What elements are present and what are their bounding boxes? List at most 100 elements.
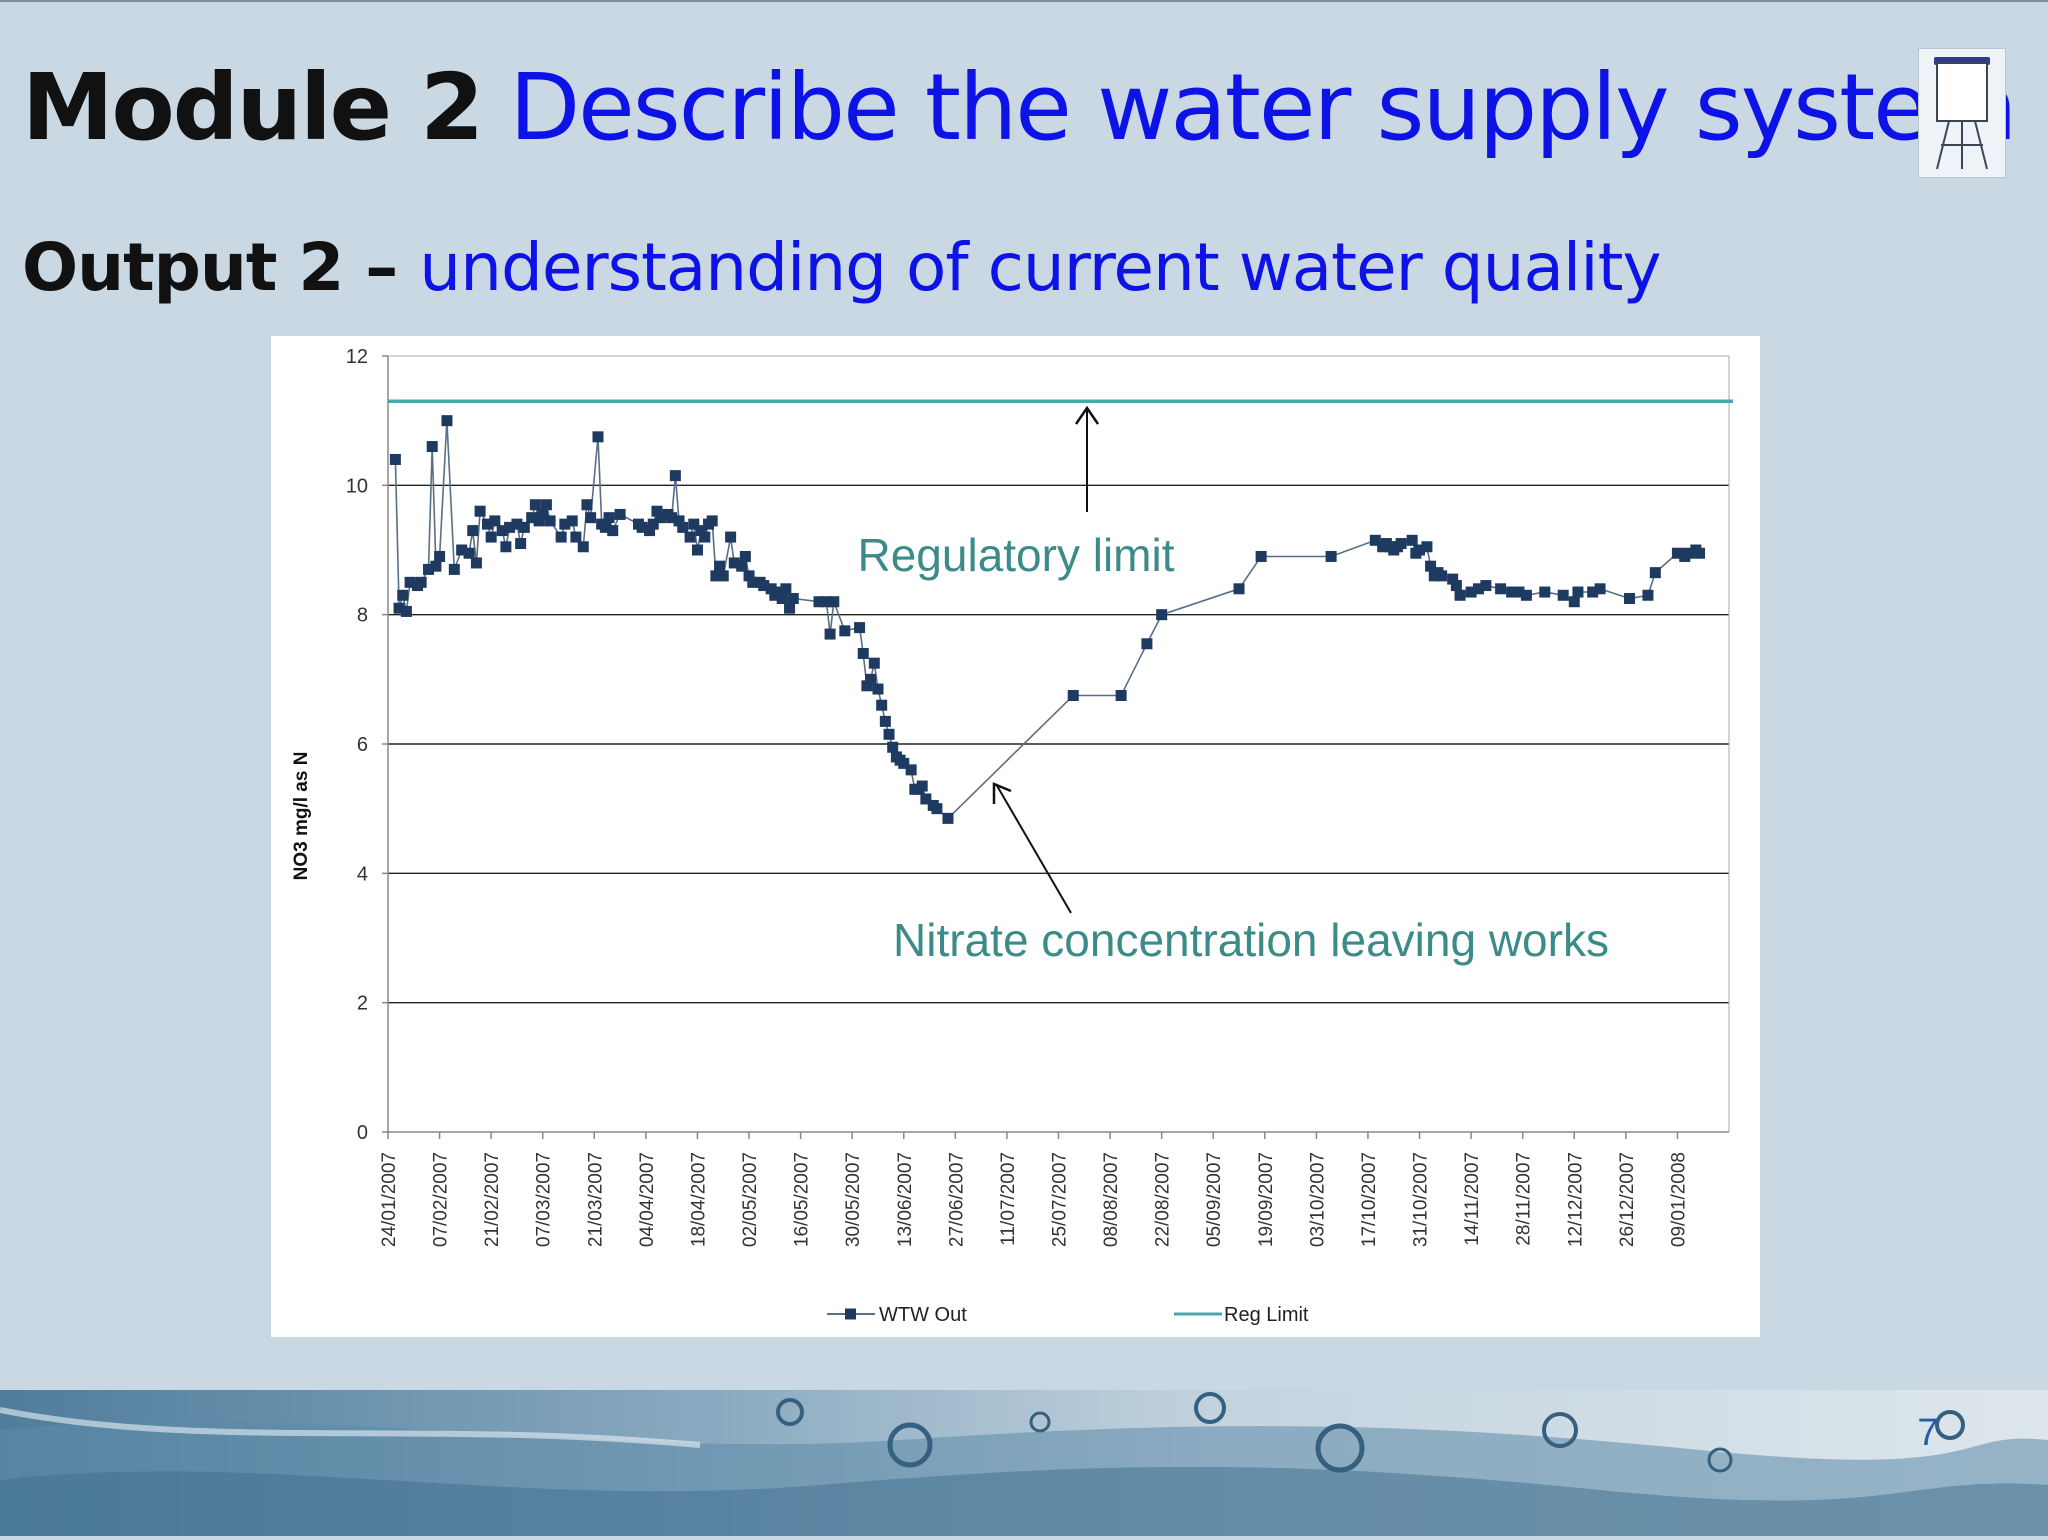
wtw-out-point [456, 544, 468, 556]
y-tick-label: 6 [357, 734, 368, 756]
x-tick-label: 25/07/2007 [1050, 1152, 1071, 1247]
legend-label-reg-limit: Reg Limit [1224, 1304, 1309, 1326]
wtw-out-point [570, 531, 582, 543]
wtw-out-point [481, 518, 493, 530]
wtw-out-point [673, 515, 685, 527]
x-tick-label: 30/05/2007 [843, 1152, 864, 1247]
wtw-out-point [1447, 573, 1459, 585]
x-tick-label: 11/07/2007 [998, 1152, 1019, 1246]
wtw-out-point [404, 576, 416, 588]
x-tick-label: 27/06/2007 [946, 1152, 967, 1247]
wtw-out-point [813, 596, 825, 608]
wtw-out-point [747, 576, 759, 588]
y-tick-label: 0 [357, 1122, 368, 1144]
wtw-out-point [518, 521, 530, 533]
y-tick-label: 2 [357, 993, 368, 1015]
wtw-out-point [1539, 586, 1551, 598]
title-text: Describe the water supply system [482, 54, 2017, 161]
annotation-arrow-wtw [995, 783, 1072, 914]
flipchart-icon [1918, 48, 2006, 178]
wtw-out-point [865, 673, 877, 685]
wtw-out-point [691, 544, 703, 556]
wtw-out-point [474, 505, 486, 517]
wtw-out-point [1255, 550, 1267, 562]
wtw-out-point [710, 570, 722, 582]
wtw-out-point [1233, 583, 1245, 595]
wtw-out-point [776, 593, 788, 604]
wtw-out-point [739, 550, 751, 562]
wtw-out-point [1506, 586, 1518, 598]
chart-axes [382, 355, 1730, 1139]
wtw-out-point [780, 583, 792, 595]
wtw-out-point [688, 518, 700, 530]
wtw-out-point [706, 515, 718, 527]
wtw-out-point [861, 680, 873, 692]
subtitle-bold: Output 2 – [22, 229, 420, 306]
annotations: Regulatory limit Nitrate concentration l… [858, 405, 1609, 966]
wtw-out-point [765, 583, 777, 595]
wtw-out-point [1495, 583, 1507, 595]
wtw-out-point [393, 602, 405, 614]
wtw-out-point [1694, 547, 1706, 559]
x-tick-label: 18/04/2007 [688, 1152, 709, 1247]
wtw-out-point [920, 793, 932, 805]
wtw-out-point [533, 515, 545, 527]
wtw-out-point [787, 593, 799, 604]
wtw-out-point [1472, 583, 1484, 595]
wtw-out-point [1141, 638, 1153, 650]
wtw-out-point [898, 757, 910, 769]
x-tick-label: 14/11/2007 [1462, 1152, 1483, 1246]
wtw-out-point [504, 521, 516, 533]
wtw-out-point [839, 625, 851, 637]
wtw-out-point [883, 728, 895, 740]
wtw-out-point [529, 499, 541, 511]
wtw-out-point [426, 441, 438, 453]
wtw-out-point [1156, 609, 1168, 621]
wtw-out-point [1325, 550, 1337, 562]
wtw-out-point [1369, 534, 1381, 546]
page-subtitle: Output 2 – understanding of current wate… [22, 228, 1662, 308]
wtw-out-point [581, 499, 593, 511]
wtw-out-point [1414, 544, 1426, 556]
y-tick-label: 12 [346, 346, 368, 368]
x-tick-label: 17/10/2007 [1359, 1152, 1380, 1247]
wtw-out-point [1421, 541, 1433, 553]
wtw-out-point [511, 518, 523, 530]
wtw-out-point [876, 699, 888, 711]
gridlines [388, 484, 1729, 1004]
x-tick-label: 07/02/2007 [431, 1152, 452, 1247]
wtw-out-point [577, 541, 589, 553]
wtw-out-point [463, 547, 475, 559]
wtw-out-point [485, 531, 497, 543]
x-tick-label: 19/09/2007 [1256, 1152, 1277, 1247]
wtw-out-point [1395, 538, 1407, 550]
wtw-out-point [1624, 593, 1636, 604]
wtw-out-point [931, 803, 943, 815]
wtw-out-point [1436, 570, 1448, 582]
x-tick-label: 08/08/2007 [1101, 1152, 1122, 1247]
x-tick-label: 05/09/2007 [1204, 1152, 1225, 1247]
wtw-out-point [824, 628, 836, 640]
wtw-out-point [872, 683, 884, 695]
wtw-out-point [537, 508, 549, 520]
wtw-out-point [1067, 690, 1079, 701]
y-tick-label: 4 [357, 863, 368, 885]
wtw-out-point [887, 741, 899, 753]
wtw-out-point [540, 499, 552, 511]
x-tick-label: 07/03/2007 [534, 1152, 555, 1247]
wtw-out-point [1594, 583, 1606, 595]
wtw-out-point [1454, 589, 1466, 601]
wtw-out-point [544, 515, 556, 527]
page-title: Module 2 Describe the water supply syste… [22, 48, 2017, 168]
wtw-out-point [677, 521, 689, 533]
wtw-out-point [666, 512, 678, 524]
wtw-out-point [916, 780, 928, 792]
wtw-out-point [758, 580, 770, 592]
wtw-out-point [614, 508, 626, 520]
wtw-out-point [636, 521, 648, 533]
x-tick-label: 21/02/2007 [482, 1152, 503, 1247]
wtw-out-point [942, 812, 954, 824]
wtw-out-point [448, 563, 460, 575]
y-tick-label: 8 [357, 605, 368, 627]
x-tick-label: 12/12/2007 [1565, 1152, 1586, 1247]
